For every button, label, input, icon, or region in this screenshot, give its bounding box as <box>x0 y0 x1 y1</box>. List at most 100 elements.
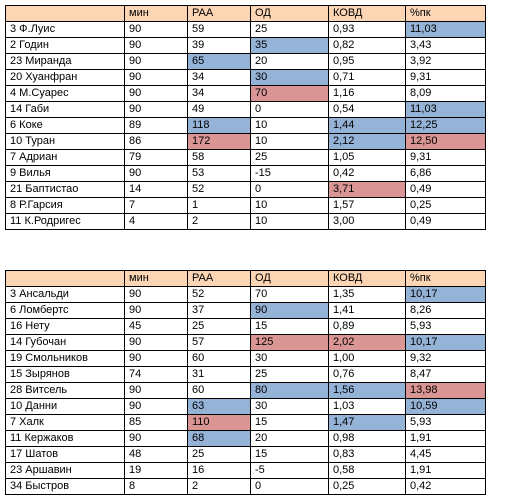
stat-cell: 9,31 <box>405 69 486 86</box>
column-header: КОВД <box>328 270 406 287</box>
player-name-cell: 6 Коке <box>5 117 125 134</box>
player-name-cell: 34 Быстров <box>5 478 125 495</box>
stat-cell: 2 <box>187 213 251 230</box>
stat-cell: 35 <box>250 37 329 54</box>
table-row: 20 Хуанфран 90 34 30 0,71 9,31 <box>5 69 486 86</box>
player-name-cell: 4 М.Суарес <box>5 85 125 102</box>
stat-cell: 7 <box>124 197 188 214</box>
header-row: мин PAA ОД КОВД %пк <box>5 5 486 22</box>
player-name-cell: 17 Шатов <box>5 446 125 463</box>
player-name-cell: 19 Смольников <box>5 350 125 367</box>
stat-cell: 9,32 <box>405 350 486 367</box>
table-row: 10 Данни 90 63 30 1,03 10,59 <box>5 398 486 415</box>
stat-cell: 0,89 <box>328 318 406 335</box>
table-row: 3 Ф.Луис 90 59 25 0,93 11,03 <box>5 21 486 38</box>
player-name-cell: 15 Зырянов <box>5 366 125 383</box>
player-name-cell: 23 Аршавин <box>5 462 125 479</box>
stat-cell: 125 <box>250 334 329 351</box>
stat-cell: 90 <box>124 37 188 54</box>
column-header: PAA <box>187 270 251 287</box>
stat-cell: -15 <box>250 165 329 182</box>
stat-cell: 1,05 <box>328 149 406 166</box>
stat-cell: 118 <box>187 117 251 134</box>
stat-cell: 25 <box>250 149 329 166</box>
stat-cell: 90 <box>124 101 188 118</box>
stat-cell: 85 <box>124 414 188 431</box>
table-row: 7 Адриан 79 58 25 1,05 9,31 <box>5 149 486 166</box>
stat-cell: 10 <box>250 197 329 214</box>
stat-cell: 52 <box>187 286 251 303</box>
stat-cell: 0,42 <box>328 165 406 182</box>
stat-cell: 70 <box>250 286 329 303</box>
stat-cell: 90 <box>124 21 188 38</box>
stat-cell: 1 <box>187 197 251 214</box>
column-header: мин <box>124 5 188 22</box>
stat-cell: 1,56 <box>328 382 406 399</box>
column-header: ОД <box>250 270 329 287</box>
stat-cell: 0,58 <box>328 462 406 479</box>
stat-cell: 86 <box>124 133 188 150</box>
stat-cell: 31 <box>187 366 251 383</box>
stat-cell: 89 <box>124 117 188 134</box>
player-name-cell: 20 Хуанфран <box>5 69 125 86</box>
stat-cell: 1,91 <box>405 462 486 479</box>
stat-cell: 90 <box>124 334 188 351</box>
stat-cell: 90 <box>124 85 188 102</box>
stat-cell: 25 <box>250 366 329 383</box>
stat-cell: 49 <box>187 101 251 118</box>
stat-cell: 16 <box>187 462 251 479</box>
stat-cell: 10 <box>250 117 329 134</box>
stat-cell: 0,76 <box>328 366 406 383</box>
stat-cell: 0 <box>250 181 329 198</box>
table-row: 19 Смольников 90 60 30 1,00 9,32 <box>5 350 486 367</box>
stat-cell: 110 <box>187 414 251 431</box>
stat-cell: 60 <box>187 382 251 399</box>
stat-cell: 8,47 <box>405 366 486 383</box>
stat-cell: 34 <box>187 85 251 102</box>
stat-cell: 1,57 <box>328 197 406 214</box>
stat-cell: 12,25 <box>405 117 486 134</box>
player-name-cell: 3 Ф.Луис <box>5 21 125 38</box>
stat-cell: 30 <box>250 398 329 415</box>
stat-cell: 25 <box>187 446 251 463</box>
stat-cell: 14 <box>124 181 188 198</box>
stat-cell: 90 <box>124 302 188 319</box>
table-row: 6 Ломбертс 90 37 90 1,41 8,26 <box>5 302 486 319</box>
stat-cell: 30 <box>250 350 329 367</box>
stat-cell: 0,25 <box>405 197 486 214</box>
stat-cell: 63 <box>187 398 251 415</box>
stat-cell: 0 <box>250 478 329 495</box>
stat-cell: 9,31 <box>405 149 486 166</box>
stat-cell: 90 <box>124 350 188 367</box>
stat-cell: 10,17 <box>405 286 486 303</box>
stat-cell: 0,95 <box>328 53 406 70</box>
player-name-cell: 6 Ломбертс <box>5 302 125 319</box>
table-row: 11 Кержаков 90 68 20 0,98 1,91 <box>5 430 486 447</box>
stat-cell: 58 <box>187 149 251 166</box>
stat-cell: 30 <box>250 69 329 86</box>
player-name-cell: 23 Миранда <box>5 53 125 70</box>
stat-cell: 10,17 <box>405 334 486 351</box>
stat-cell: 68 <box>187 430 251 447</box>
stat-cell: 12,50 <box>405 133 486 150</box>
stat-cell: 6,86 <box>405 165 486 182</box>
stat-cell: 74 <box>124 366 188 383</box>
table-row: 17 Шатов 48 25 15 0,83 4,45 <box>5 446 486 463</box>
column-header: ОД <box>250 5 329 22</box>
table-row: 3 Ансальди 90 52 70 1,35 10,17 <box>5 286 486 303</box>
table-row: 16 Нету 45 25 15 0,89 5,93 <box>5 318 486 335</box>
stat-cell: 0,71 <box>328 69 406 86</box>
stat-cell: 15 <box>250 446 329 463</box>
player-name-cell: 10 Туран <box>5 133 125 150</box>
stats-table-top: мин PAA ОД КОВД %пк 3 Ф.Луис 90 59 25 0,93 11,03 2 … <box>5 5 486 230</box>
stat-cell: 65 <box>187 53 251 70</box>
player-name-cell: 11 Кержаков <box>5 430 125 447</box>
stat-cell: 19 <box>124 462 188 479</box>
stat-cell: 10,59 <box>405 398 486 415</box>
stat-cell: 4,45 <box>405 446 486 463</box>
stat-cell: 90 <box>250 302 329 319</box>
stat-cell: 80 <box>250 382 329 399</box>
stat-cell: 39 <box>187 37 251 54</box>
stat-cell: 90 <box>124 165 188 182</box>
player-name-cell: 2 Годин <box>5 37 125 54</box>
